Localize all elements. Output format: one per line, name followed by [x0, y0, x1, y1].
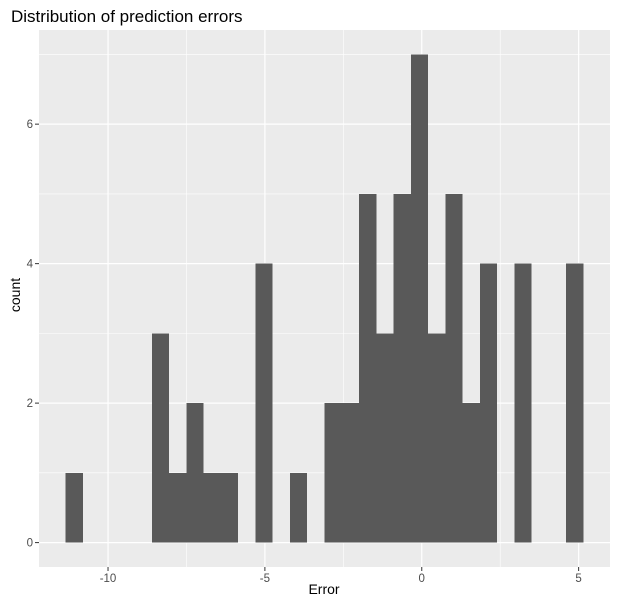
histogram-bar [186, 403, 204, 543]
histogram-bar [393, 193, 411, 543]
histogram-bar [410, 54, 429, 543]
histogram-bar [462, 403, 480, 543]
x-tick-label: -10 [100, 573, 117, 585]
chart-title: Distribution of prediction errors [11, 7, 242, 26]
histogram-bars [65, 54, 584, 543]
histogram-bar [566, 263, 584, 543]
y-tick-label: 0 [27, 538, 33, 550]
y-tick-label: 6 [27, 119, 33, 131]
histogram-bar [376, 333, 394, 543]
histogram-bar [289, 472, 308, 543]
histogram-bar [341, 403, 360, 543]
x-axis-title: Error [308, 581, 339, 597]
histogram-bar [479, 263, 498, 543]
histogram-bar [359, 193, 377, 543]
y-axis-title: count [7, 278, 23, 312]
histogram-bar [203, 472, 221, 543]
histogram-bar [445, 193, 463, 543]
histogram-bar [220, 472, 239, 543]
histogram-bar [65, 472, 83, 543]
histogram-bar [151, 333, 170, 543]
histogram-bar [324, 403, 342, 543]
histogram-bar [169, 472, 187, 543]
x-tick-label: 5 [575, 573, 581, 585]
y-tick-label: 2 [27, 398, 33, 410]
histogram-bar [255, 263, 273, 543]
axes: -10 -5 0 5 0 2 4 6 [27, 119, 582, 585]
histogram-bar [514, 263, 532, 543]
x-tick-label: -5 [260, 573, 270, 585]
y-tick-label: 4 [27, 259, 34, 271]
x-tick-label: 0 [419, 573, 425, 585]
histogram-bar [428, 333, 446, 543]
